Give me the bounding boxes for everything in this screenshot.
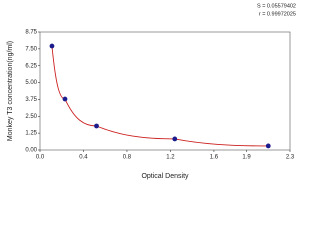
data-point	[265, 143, 271, 149]
x-tick-label: 1.6	[210, 155, 219, 161]
fit-curve	[51, 45, 269, 147]
y-tick-label: 1.25	[25, 131, 37, 137]
data-point	[94, 123, 99, 129]
x-tick-label: 0.0	[36, 155, 45, 161]
y-tick-label: 2.50	[25, 114, 37, 120]
x-tick-label: 2.3	[286, 155, 295, 161]
y-axis-title: Monkey T3 concentration(ng/ml)	[7, 41, 14, 141]
data-point	[62, 96, 68, 102]
chart: S = 0.05579402 r = 0.99972025 Optical De…	[6, 3, 296, 180]
x-tick-label: 1.9	[242, 155, 251, 161]
page: {"chart_data": {"type": "scatter", "x_la…	[6, 3, 296, 180]
data-point	[49, 43, 55, 49]
annotation: S = 0.05579402	[257, 3, 296, 9]
annotation: r = 0.99972025	[259, 11, 296, 17]
x-tick-label: 1.2	[166, 155, 175, 161]
y-tick-label: 5.00	[25, 80, 37, 86]
x-axis-title: Optical Density	[141, 173, 189, 180]
x-tick-label: 0.4	[79, 155, 88, 161]
y-tick-label: 7.50	[25, 46, 37, 52]
x-tick-label: 0.8	[123, 155, 132, 161]
y-tick-label: 3.75	[25, 97, 37, 103]
plot-area	[39, 31, 291, 151]
y-tick-label: 8.75	[25, 30, 37, 36]
y-tick-label: 0.00	[25, 148, 37, 154]
data-point	[172, 136, 178, 142]
y-tick-label: 6.25	[25, 63, 37, 69]
